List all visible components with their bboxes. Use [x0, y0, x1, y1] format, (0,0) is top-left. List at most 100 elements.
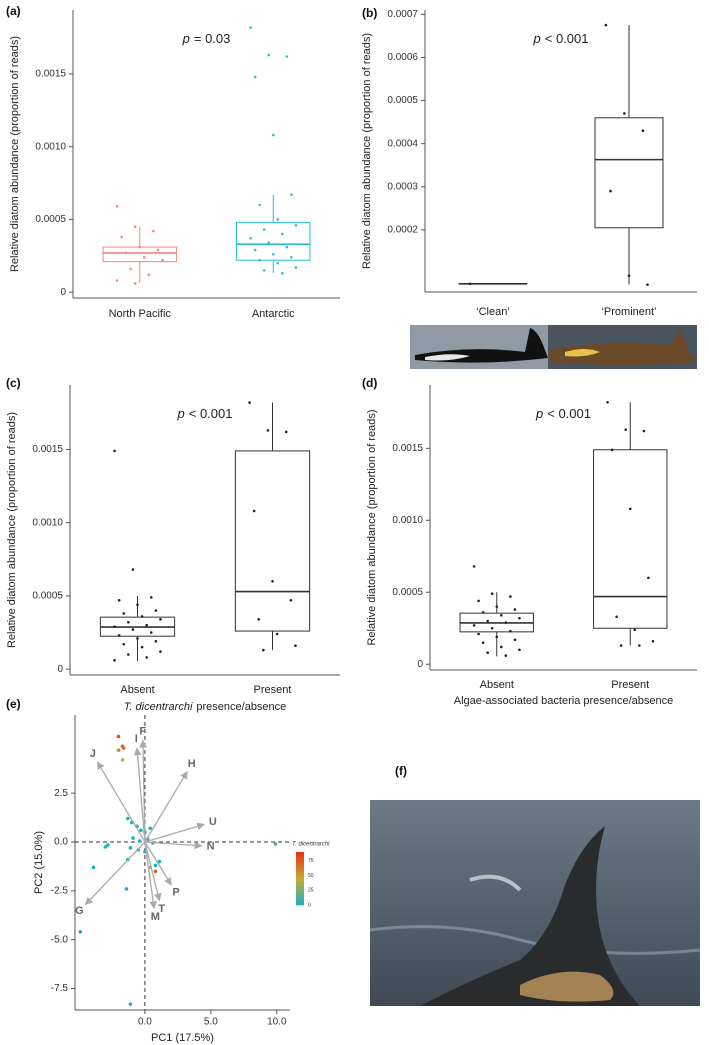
x-tick-label: Absent: [120, 684, 154, 696]
colorbar-step: [296, 858, 304, 862]
data-point: [628, 507, 632, 511]
data-point: [145, 656, 148, 659]
colorbar-tick-label: 75: [308, 858, 314, 864]
data-point: [486, 619, 489, 623]
colorbar-tick-label: 50: [308, 873, 314, 879]
data-point: [253, 248, 257, 252]
data-point: [642, 429, 646, 433]
data-point: [504, 621, 508, 624]
data-point: [117, 634, 121, 637]
data-point: [133, 225, 137, 229]
annotation-p: p: [177, 406, 185, 421]
data-point: [271, 579, 274, 583]
y-axis-label: Relative diatom abundance (proportion of…: [361, 33, 373, 269]
data-point: [133, 282, 137, 285]
data-point: [294, 223, 298, 227]
data-point: [136, 637, 139, 640]
data-point: [468, 282, 472, 286]
y-tick-label: 0.0: [54, 837, 68, 848]
data-point: [142, 255, 146, 259]
y-tick-label: 0: [417, 659, 423, 670]
y-axis-label: Relative diatom abundance (proportion of…: [6, 412, 18, 648]
data-point: [152, 229, 155, 233]
data-point: [615, 615, 618, 619]
data-point: [518, 616, 521, 620]
colorbar-step: [296, 896, 304, 899]
y-tick-label: -2.5: [51, 885, 69, 896]
data-point: [159, 650, 162, 653]
x-tick-label: Absent: [480, 679, 514, 691]
colorbar-step: [296, 891, 304, 895]
x-tick-label: 5.0: [204, 1017, 218, 1028]
pca-point: [120, 758, 125, 762]
data-point: [249, 26, 252, 29]
x-tick-label: ‘Clean’: [476, 306, 510, 318]
pca-point: [78, 930, 83, 934]
data-point: [271, 133, 275, 137]
loading-label: T: [158, 903, 165, 915]
data-point: [257, 618, 261, 621]
colorbar-step: [296, 900, 304, 904]
data-point: [149, 631, 153, 634]
data-point: [147, 273, 151, 277]
x-axis-label: PC1 (17.5%): [151, 1032, 214, 1044]
data-point: [294, 644, 297, 648]
y-tick-label: 0.0006: [387, 52, 418, 63]
colorbar-step: [296, 860, 304, 864]
colorbar-step: [296, 889, 304, 893]
data-point: [113, 659, 116, 662]
box: [236, 221, 311, 261]
colorbar-step: [296, 871, 304, 875]
loading-label: U: [209, 816, 217, 828]
colorbar-step: [296, 880, 304, 884]
data-point: [249, 237, 252, 240]
data-point: [113, 625, 116, 628]
data-point: [477, 599, 480, 603]
y-tick-label: 0.0010: [392, 515, 423, 526]
annotation-value: < 0.001: [189, 406, 233, 421]
y-tick-label: 0.0005: [392, 587, 423, 598]
colorbar-tick-label: 25: [308, 888, 314, 894]
data-point: [623, 112, 626, 115]
data-point: [641, 129, 645, 133]
data-point: [290, 193, 293, 197]
data-point: [262, 648, 265, 652]
data-point: [285, 245, 289, 249]
loading-label: N: [207, 840, 215, 852]
loading-arrow: [144, 770, 188, 843]
loading-label: G: [75, 905, 84, 917]
data-point: [131, 568, 135, 571]
splash: [469, 874, 522, 892]
pca-point: [131, 836, 135, 840]
data-point: [490, 626, 494, 630]
x-tick-label: 0.0: [138, 1017, 152, 1028]
data-point: [267, 241, 271, 245]
data-point: [271, 253, 275, 256]
data-point: [638, 644, 641, 647]
data-point: [159, 618, 162, 621]
loading-label: M: [151, 911, 160, 923]
colorbar-step: [296, 902, 304, 906]
data-point: [248, 401, 251, 404]
y-tick-label: 0.0010: [32, 517, 63, 528]
annotation-value: = 0.03: [194, 31, 231, 46]
data-point: [252, 509, 256, 513]
pca-point: [106, 843, 110, 847]
data-point: [609, 189, 612, 193]
x-axis-label-part: Algae-associated bacteria presence/absen…: [454, 695, 674, 707]
data-point: [276, 218, 280, 221]
data-point: [477, 632, 480, 636]
y-tick-label: 0.0015: [32, 444, 63, 455]
diatom-film: [520, 971, 614, 1002]
data-point: [124, 251, 128, 255]
data-point: [646, 283, 649, 286]
data-point: [253, 75, 257, 79]
data-point: [281, 232, 284, 236]
pca-point: [122, 746, 126, 751]
data-point: [258, 258, 261, 262]
box: [234, 450, 311, 632]
data-point: [499, 645, 503, 649]
data-point: [149, 596, 153, 599]
panel-label: (a): [6, 4, 21, 18]
x-tick-label: Present: [611, 679, 649, 691]
